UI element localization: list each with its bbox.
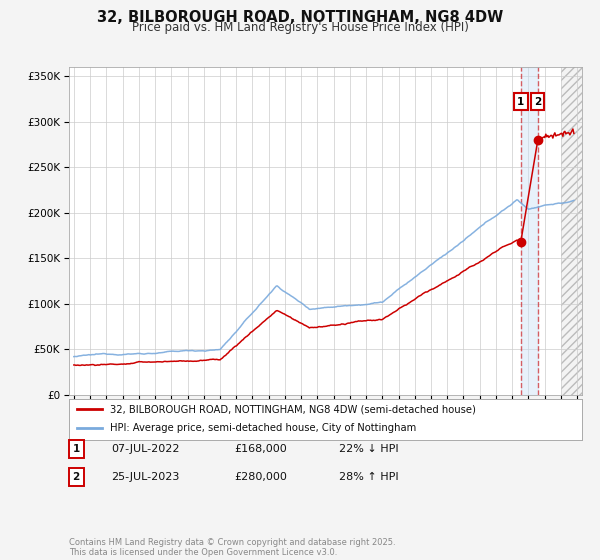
- Text: 28% ↑ HPI: 28% ↑ HPI: [339, 472, 398, 482]
- Text: HPI: Average price, semi-detached house, City of Nottingham: HPI: Average price, semi-detached house,…: [110, 423, 416, 433]
- Text: 1: 1: [73, 444, 80, 454]
- Text: 22% ↓ HPI: 22% ↓ HPI: [339, 444, 398, 454]
- Text: 25-JUL-2023: 25-JUL-2023: [111, 472, 179, 482]
- Text: 1: 1: [517, 96, 524, 106]
- Text: 32, BILBOROUGH ROAD, NOTTINGHAM, NG8 4DW (semi-detached house): 32, BILBOROUGH ROAD, NOTTINGHAM, NG8 4DW…: [110, 404, 476, 414]
- Bar: [561, 67, 582, 395]
- Text: 32, BILBOROUGH ROAD, NOTTINGHAM, NG8 4DW: 32, BILBOROUGH ROAD, NOTTINGHAM, NG8 4DW: [97, 10, 503, 25]
- Text: Price paid vs. HM Land Registry's House Price Index (HPI): Price paid vs. HM Land Registry's House …: [131, 21, 469, 34]
- Bar: [521, 67, 538, 395]
- Text: £280,000: £280,000: [234, 472, 287, 482]
- Text: 2: 2: [534, 96, 541, 106]
- Text: 2: 2: [73, 472, 80, 482]
- Text: £168,000: £168,000: [234, 444, 287, 454]
- Text: 07-JUL-2022: 07-JUL-2022: [111, 444, 179, 454]
- Bar: [561, 67, 582, 395]
- Text: Contains HM Land Registry data © Crown copyright and database right 2025.
This d: Contains HM Land Registry data © Crown c…: [69, 538, 395, 557]
